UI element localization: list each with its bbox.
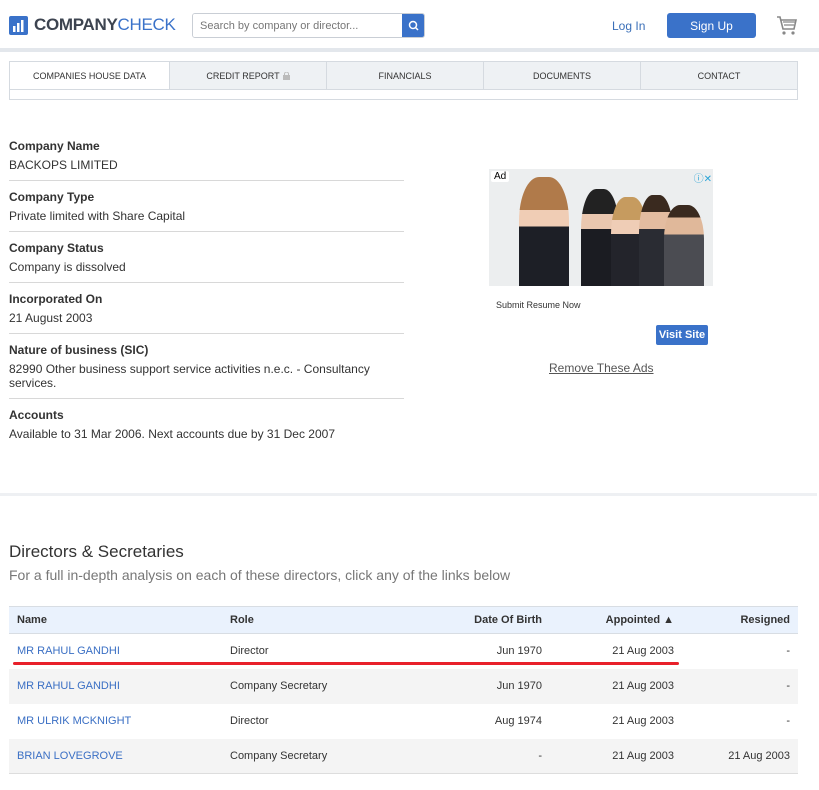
tab-financials[interactable]: FINANCIALS — [326, 62, 483, 89]
director-link[interactable]: MR RAHUL GANDHI — [17, 680, 120, 692]
logo-text: COMPANYCHECK — [34, 15, 176, 34]
visit-site-button[interactable]: Visit Site — [656, 325, 708, 345]
field-label: Company Status — [9, 241, 104, 255]
header: COMPANYCHECK Log In Sign Up — [0, 0, 819, 52]
cart-icon[interactable] — [776, 15, 798, 37]
field-value: Company is dissolved — [9, 260, 126, 274]
cell-resigned: - — [786, 645, 790, 658]
cell-appointed: 21 Aug 2003 — [550, 668, 682, 704]
field-nature-of-business: Nature of business (SIC) 82990 Other busi… — [9, 343, 404, 399]
field-value: Private limited with Share Capital — [9, 209, 186, 223]
ad-text[interactable]: Submit Resume Now — [496, 300, 581, 310]
field-company-type: Company Type Private limited with Share C… — [9, 190, 404, 232]
field-value: Available to 31 Mar 2006. Next accounts … — [9, 427, 335, 441]
directors-title: Directors & Secretaries — [9, 542, 184, 561]
directors-table: Name Role Date Of Birth Appointed ▲ Resi… — [9, 606, 798, 774]
table-row: MR RAHUL GANDHI Company Secretary Jun 1970… — [9, 668, 798, 704]
col-date-of-birth[interactable]: Date Of Birth — [422, 606, 550, 634]
tab-panel — [9, 89, 798, 100]
cell-resigned: - — [786, 715, 790, 727]
field-label: Accounts — [9, 408, 64, 422]
cell-resigned: 21 Aug 2003 — [682, 738, 798, 774]
field-label: Company Name — [9, 139, 100, 153]
tab-bar: COMPANIES HOUSE DATA CREDIT REPORT FINAN… — [9, 61, 798, 90]
field-value: 82990 Other business support service act… — [9, 362, 370, 390]
field-label: Nature of business (SIC) — [9, 343, 149, 357]
field-incorporated-on: Incorporated On 21 August 2003 — [9, 292, 404, 334]
cell-director-name: MR RAHUL GANDHI — [9, 668, 222, 704]
cell-appointed: 21 Aug 2003 — [612, 645, 674, 658]
cell-director-name: MR ULRIK MCKNIGHT — [9, 704, 222, 739]
login-link[interactable]: Log In — [612, 19, 646, 33]
search-button[interactable] — [402, 14, 424, 37]
search-input[interactable] — [193, 14, 402, 37]
director-link[interactable]: MR ULRIK MCKNIGHT — [17, 715, 132, 727]
table-row: BRIAN LOVEGROVE Company Secretary -21 Aug … — [9, 738, 798, 774]
director-link[interactable]: MR RAHUL GANDHI — [17, 645, 120, 658]
tab-documents[interactable]: DOCUMENTS — [483, 62, 640, 89]
director-link[interactable]: BRIAN LOVEGROVE — [17, 749, 123, 762]
field-label: Company Type — [9, 190, 95, 204]
search-icon — [408, 20, 419, 31]
tab-contact[interactable]: CONTACT — [640, 62, 797, 89]
col-resigned[interactable]: Resigned — [682, 606, 798, 634]
section-divider — [0, 493, 817, 496]
col-appointed[interactable]: Appointed ▲ — [550, 606, 682, 634]
tab-credit-report[interactable]: CREDIT REPORT — [169, 62, 326, 89]
cell-role: Company Secretary — [222, 668, 422, 704]
field-company-status: Company Status Company is dissolved — [9, 241, 404, 283]
cell-role: Director — [230, 645, 269, 658]
field-label: Incorporated On — [9, 292, 103, 306]
cell-appointed: 21 Aug 2003 — [612, 715, 674, 727]
col-name[interactable]: Name — [9, 606, 222, 634]
table-row: MR ULRIK MCKNIGHT Director Aug 1974 21 Aug … — [9, 704, 798, 739]
highlight-underline — [13, 662, 679, 665]
cell-role: Company Secretary — [222, 738, 422, 774]
field-value: BACKOPS LIMITED — [9, 158, 118, 172]
ad-close-icon[interactable]: ⓘ✕ — [693, 174, 712, 185]
signup-button[interactable]: Sign Up — [667, 13, 756, 38]
cell-appointed: 21 Aug 2003 — [550, 738, 682, 774]
cell-date-of-birth: Aug 1974 — [494, 715, 542, 727]
field-accounts: Accounts Available to 31 Mar 2006. Next a… — [9, 408, 404, 449]
ad-label: Ad — [491, 171, 510, 182]
cell-director-name: MR RAHUL GANDHI — [9, 634, 222, 669]
field-company-name: Company Name BACKOPS LIMITED — [9, 139, 404, 181]
cell-resigned: - — [682, 668, 798, 704]
cell-date-of-birth: Jun 1970 — [422, 668, 550, 704]
ad-image[interactable]: Ad ⓘ✕ — [489, 169, 713, 286]
cell-date-of-birth: - — [422, 738, 550, 774]
cell-date-of-birth: Jun 1970 — [496, 645, 542, 658]
directors-subtitle: For a full in-depth analysis on each of … — [9, 567, 511, 583]
cell-director-name: BRIAN LOVEGROVE — [9, 738, 222, 774]
cell-role: Director — [230, 715, 269, 727]
search-bar — [192, 13, 425, 38]
remove-ads-link[interactable]: Remove These Ads — [549, 361, 654, 375]
tab-companies-house-data[interactable]: COMPANIES HOUSE DATA — [10, 62, 169, 89]
table-row: MR RAHUL GANDHI Director Jun 1970 21 Aug 20… — [9, 634, 798, 669]
logo-icon — [9, 15, 28, 35]
col-role[interactable]: Role — [222, 606, 422, 634]
logo[interactable]: COMPANYCHECK — [9, 15, 176, 35]
field-value: 21 August 2003 — [9, 311, 93, 325]
lock-icon — [282, 71, 290, 80]
company-details: Company Name BACKOPS LIMITED Company Type… — [9, 139, 404, 458]
